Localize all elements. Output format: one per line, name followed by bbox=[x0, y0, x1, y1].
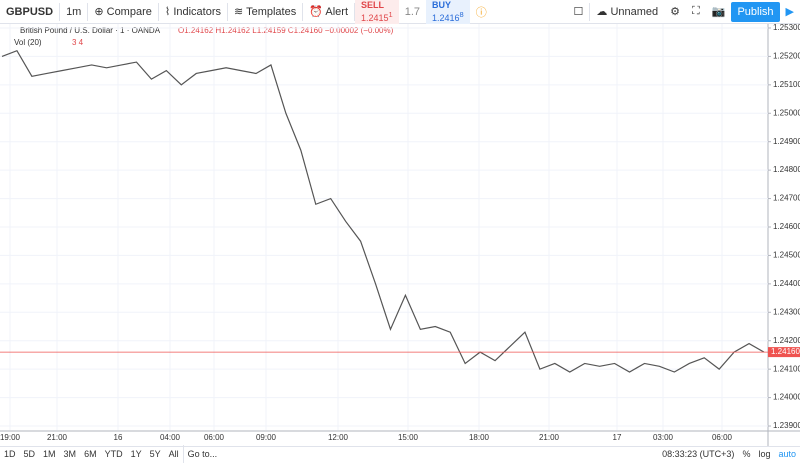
range-button[interactable]: 5D bbox=[23, 449, 36, 459]
x-tick-label: 09:00 bbox=[256, 433, 277, 442]
symbol[interactable]: GBPUSD bbox=[6, 5, 54, 18]
y-tick-label: 1.24900 bbox=[773, 137, 800, 146]
range-button[interactable]: All bbox=[168, 449, 179, 459]
auto[interactable]: auto bbox=[778, 449, 796, 459]
sell-price: 1.2415 bbox=[361, 13, 389, 23]
x-tick-label: 12:00 bbox=[328, 433, 349, 442]
footer: 1D 5D 1M 3M 6M YTD 1Y 5Y All Go to... 08:33:23 (… bbox=[0, 445, 800, 463]
y-tick-label: 1.24000 bbox=[773, 393, 800, 402]
buy-price-row: 1.24168 bbox=[432, 10, 464, 23]
y-tick-label: 1.24800 bbox=[773, 165, 800, 174]
sell-sup: 1 bbox=[388, 10, 393, 19]
x-tick-label: 06:00 bbox=[204, 433, 225, 442]
templates[interactable]: ≋ Templates bbox=[234, 6, 297, 18]
log[interactable]: log bbox=[758, 449, 771, 459]
buy-price: 1.2416 bbox=[432, 13, 460, 23]
toolbar: GBPUSD 1m ⊕ Compare ⌇ Indicators ≋ Templ… bbox=[0, 0, 800, 24]
x-tick-label: 06:00 bbox=[712, 433, 733, 442]
y-tick-label: 1.23900 bbox=[773, 421, 800, 430]
fullscreen-icon[interactable]: ⛶ bbox=[692, 5, 700, 17]
y-tick-label: 1.24700 bbox=[773, 194, 800, 203]
y-tick-label: 1.24100 bbox=[773, 364, 800, 373]
info-icon[interactable]: ⓘ bbox=[475, 6, 487, 19]
y-tick-label: 1.24400 bbox=[773, 279, 800, 288]
y-tick-label: 1.25200 bbox=[773, 52, 800, 61]
range-button[interactable]: 5Y bbox=[149, 449, 161, 459]
y-tick-label: 1.24300 bbox=[773, 307, 800, 316]
spread: 1.7 bbox=[404, 5, 421, 18]
x-tick-label: 15:00 bbox=[398, 433, 419, 442]
percent[interactable]: % bbox=[742, 449, 751, 459]
clock: 08:33:23 (UTC+3) bbox=[662, 449, 735, 459]
y-tick-label: 1.24200 bbox=[773, 336, 800, 345]
range-button[interactable]: 1M bbox=[43, 449, 56, 459]
range-button[interactable]: YTD bbox=[104, 449, 123, 459]
legend-volume: Vol (20) bbox=[14, 38, 42, 47]
legend-vol-values: 3 4 bbox=[72, 38, 84, 47]
range-button[interactable]: 1D bbox=[4, 449, 16, 459]
range-button[interactable]: 3M bbox=[63, 449, 77, 459]
x-tick-label: 03:00 bbox=[653, 433, 674, 442]
x-tick-label: 16 bbox=[114, 433, 123, 442]
indicators-text: Indicators bbox=[173, 6, 222, 18]
compare-text: Compare bbox=[106, 6, 152, 18]
settings-icon[interactable]: ⚙ bbox=[670, 6, 681, 18]
buy-label: BUY bbox=[432, 0, 452, 10]
x-tick-label: 04:00 bbox=[160, 433, 181, 442]
indicators[interactable]: ⌇ Indicators bbox=[164, 6, 222, 18]
ranges: 1D 5D 1M 3M 6M YTD 1Y 5Y All bbox=[0, 449, 183, 459]
publish-button[interactable]: Publish bbox=[731, 1, 780, 22]
legend-ohlc: O1.24162 H1.24162 L1.24159 C1.24160 −0.0… bbox=[178, 26, 394, 35]
x-tick-label: 21:00 bbox=[47, 433, 68, 442]
price-line bbox=[1, 49, 765, 373]
buy-sup: 8 bbox=[459, 10, 464, 19]
x-tick-label: 18:00 bbox=[469, 433, 490, 442]
x-tick-label: 17 bbox=[613, 433, 622, 442]
y-tick-label: 1.24600 bbox=[773, 222, 800, 231]
camera-icon[interactable]: 📷 bbox=[711, 6, 726, 18]
chart: British Pound / U.S. Dollar · 1 · OANDA … bbox=[0, 24, 800, 446]
last-price-label: 1.24160 bbox=[771, 347, 800, 356]
alert-text: Alert bbox=[325, 6, 349, 18]
goto[interactable]: Go to... bbox=[187, 449, 218, 459]
checkbox[interactable]: ☐ bbox=[573, 6, 584, 18]
last-price-tag bbox=[768, 347, 800, 358]
interval[interactable]: 1m bbox=[66, 5, 82, 18]
range-button[interactable]: 6M bbox=[84, 449, 97, 459]
y-tick-label: 1.25000 bbox=[773, 108, 800, 117]
alert[interactable]: ⏰ Alert bbox=[309, 6, 349, 18]
sell-price-row: 1.24151 bbox=[361, 10, 393, 23]
y-tick-label: 1.25300 bbox=[773, 24, 800, 32]
y-tick-label: 1.24500 bbox=[773, 251, 800, 260]
legend-title: British Pound / U.S. Dollar · 1 · OANDA bbox=[20, 26, 161, 35]
y-tick-label: 1.25100 bbox=[773, 80, 800, 89]
layout-name[interactable]: ☁ Unnamed bbox=[596, 6, 659, 18]
sell-label: SELL bbox=[361, 0, 385, 10]
buy-button[interactable]: BUY 1.24168 bbox=[426, 0, 470, 24]
sell-button[interactable]: SELL 1.24151 bbox=[355, 0, 399, 24]
layout-text: Unnamed bbox=[610, 6, 659, 18]
x-tick-label: 21:00 bbox=[539, 433, 560, 442]
play-icon[interactable]: ▶ bbox=[785, 6, 794, 18]
templates-text: Templates bbox=[246, 6, 297, 18]
compare[interactable]: ⊕ Compare bbox=[94, 6, 152, 18]
x-tick-label: 19:00 bbox=[0, 433, 21, 442]
range-button[interactable]: 1Y bbox=[130, 449, 142, 459]
